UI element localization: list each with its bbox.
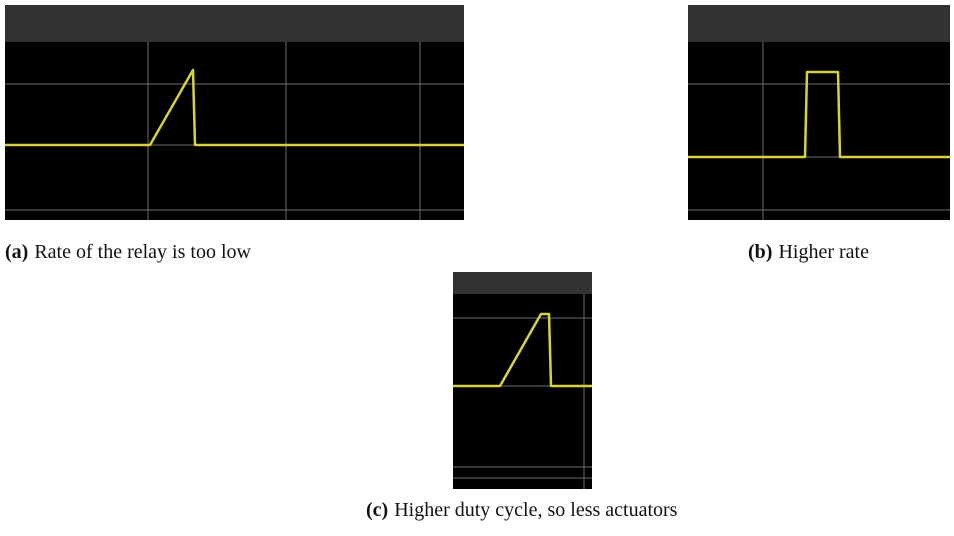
scope-image-a [5,5,464,220]
scope-image-c [453,272,592,489]
caption-text: Rate of the relay is too low [34,241,251,263]
caption-label: (b) [748,241,772,263]
caption-text: Higher duty cycle, so less actuators [394,499,677,521]
caption-text: Higher rate [778,241,869,263]
scope-image-b [688,5,950,220]
caption-label: (a) [5,241,28,263]
caption-label: (c) [366,499,388,521]
caption-b: (b) Higher rate [748,241,869,264]
page: (a) Rate of the relay is too low (b) Highe… [0,0,954,536]
caption-c: (c) Higher duty cycle, so less actuators [366,499,677,522]
caption-a: (a) Rate of the relay is too low [5,241,251,264]
